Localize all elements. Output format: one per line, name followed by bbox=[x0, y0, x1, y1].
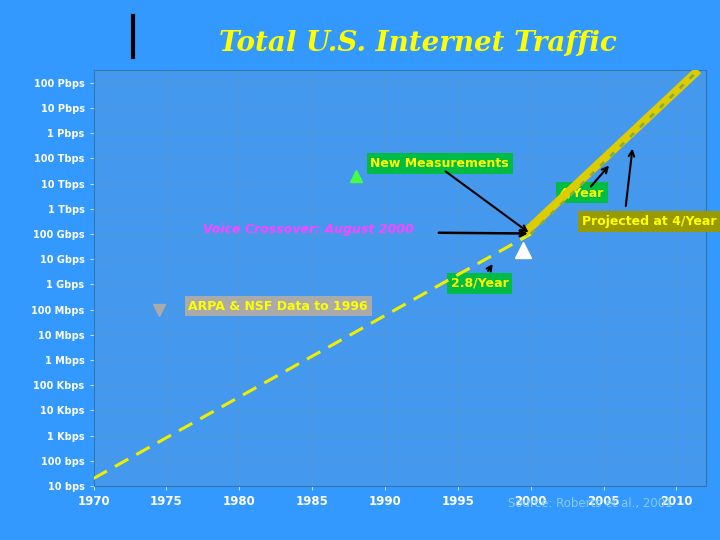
Text: ARPA & NSF Data to 1996: ARPA & NSF Data to 1996 bbox=[189, 300, 368, 313]
Text: Source: Roberts et al., 2001: Source: Roberts et al., 2001 bbox=[508, 497, 672, 510]
Text: Projected at 4/Year: Projected at 4/Year bbox=[582, 215, 716, 228]
Text: Total U.S. Internet Traffic: Total U.S. Internet Traffic bbox=[219, 30, 616, 57]
Text: 4/Year: 4/Year bbox=[560, 186, 604, 199]
Text: New Measurements: New Measurements bbox=[371, 157, 509, 170]
Text: 2.8/Year: 2.8/Year bbox=[451, 266, 508, 290]
Text: Voice Crossover: August 2000: Voice Crossover: August 2000 bbox=[203, 222, 413, 236]
